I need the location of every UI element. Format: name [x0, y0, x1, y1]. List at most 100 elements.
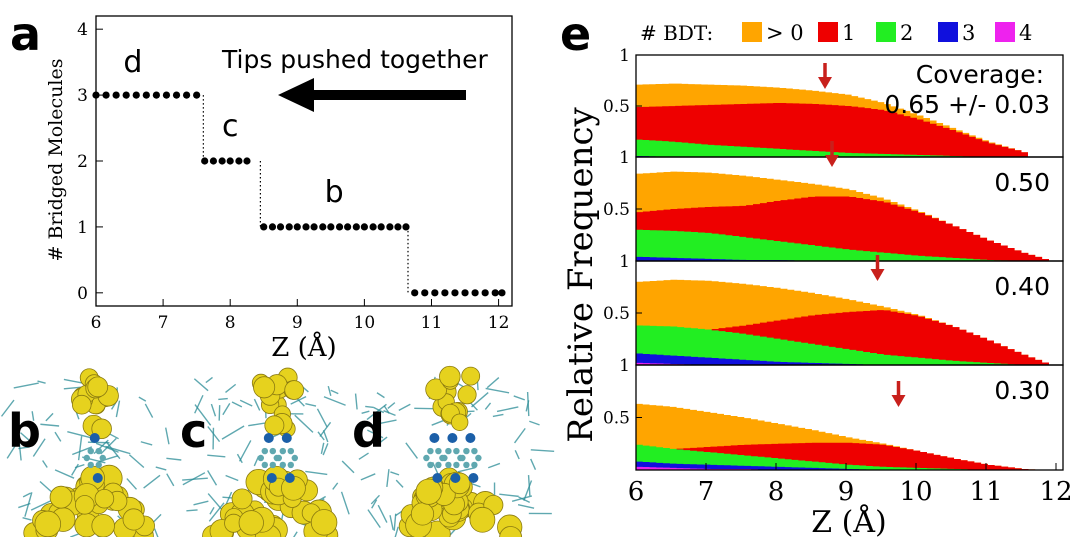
ligand-stick — [390, 472, 399, 475]
ligand-stick — [206, 377, 213, 382]
x-tick-label: 8 — [768, 477, 785, 507]
gold-atom — [451, 414, 468, 431]
data-point — [302, 223, 309, 230]
gold-atom — [75, 495, 94, 514]
panel-letter-e: e — [560, 7, 591, 61]
data-point — [394, 223, 401, 230]
data-point — [163, 91, 170, 98]
ligand-stick — [139, 397, 146, 401]
sulfur-atom — [465, 433, 475, 443]
legend-title: # BDT: — [640, 21, 713, 45]
ligand-stick — [486, 388, 509, 392]
gold-atom — [232, 489, 252, 509]
ligand-stick — [166, 458, 181, 460]
ligand-stick — [55, 432, 61, 441]
data-point — [441, 289, 448, 296]
sulfur-atom — [90, 433, 100, 443]
ligand-stick — [361, 474, 375, 480]
x-tick-label: 10 — [899, 477, 932, 507]
ligand-stick — [342, 492, 350, 514]
tips-pushed-annotation: Tips pushed together — [221, 45, 488, 74]
ligand-stick — [531, 450, 554, 451]
ligand-stick — [46, 413, 53, 420]
ligand-stick — [384, 411, 396, 416]
data-point — [451, 289, 458, 296]
ligand-stick — [342, 461, 354, 473]
x-tick-label: 10 — [354, 313, 376, 333]
gold-atom — [411, 503, 433, 525]
ligand-stick — [531, 459, 536, 470]
carbon-atom — [100, 455, 106, 461]
carbon-atom — [423, 455, 429, 461]
data-point — [378, 223, 385, 230]
data-point — [113, 91, 120, 98]
x-tick-label: 7 — [698, 477, 715, 507]
ligand-stick — [14, 383, 39, 388]
push-arrow-icon — [278, 78, 466, 112]
carbon-atom — [435, 448, 441, 454]
molecule-render-d — [359, 366, 554, 537]
step-label-d: d — [123, 45, 142, 80]
carbon-atom — [288, 462, 294, 468]
ligand-stick — [488, 463, 500, 467]
data-point — [461, 289, 468, 296]
ligand-stick — [317, 409, 327, 427]
sulfur-atom — [450, 473, 460, 483]
peak-arrow-icon — [818, 63, 832, 89]
data-point — [227, 157, 234, 164]
ligand-stick — [88, 442, 110, 443]
ligand-stick — [194, 501, 209, 505]
ligand-stick — [512, 496, 532, 501]
data-point — [386, 223, 393, 230]
y-tick-label: 0.5 — [603, 200, 630, 220]
gold-atom — [123, 509, 144, 530]
ligand-stick — [396, 480, 403, 487]
data-point — [260, 223, 267, 230]
data-point — [173, 91, 180, 98]
panel-letter-d: d — [352, 404, 385, 458]
carbon-atom — [84, 455, 90, 461]
data-point — [411, 289, 418, 296]
data-point — [344, 223, 351, 230]
ligand-stick — [223, 403, 230, 414]
y-tick-label: 1 — [619, 252, 630, 272]
legend-label: 4 — [1019, 21, 1032, 45]
x-tick-label: 6 — [628, 477, 645, 507]
x-tick-label: 11 — [421, 313, 443, 333]
data-point — [102, 91, 109, 98]
ligand-stick — [378, 505, 387, 522]
ligand-stick — [222, 426, 244, 439]
y-tick-label: 1 — [619, 148, 630, 168]
carbon-atom — [292, 455, 298, 461]
carbon-atom — [441, 455, 447, 461]
data-point — [153, 91, 160, 98]
sulfur-atom — [429, 433, 439, 443]
ligand-stick — [321, 443, 323, 454]
sulfur-atom — [93, 473, 103, 483]
step-label-b: b — [325, 175, 344, 210]
ligand-stick — [399, 404, 410, 410]
ligand-stick — [458, 468, 475, 472]
data-point — [269, 223, 276, 230]
y-tick-label: 0.5 — [603, 409, 630, 429]
panel-a-ylabel: # Bridged Molecules — [45, 58, 67, 261]
data-point — [370, 223, 377, 230]
y-tick-label: 1 — [77, 218, 88, 238]
ligand-stick — [493, 414, 504, 416]
sulfur-atom — [432, 473, 442, 483]
data-point — [183, 91, 190, 98]
step-label-c: c — [222, 109, 239, 144]
ligand-stick — [529, 421, 539, 425]
ligand-stick — [55, 470, 74, 478]
ligand-stick — [186, 510, 197, 511]
ligand-stick — [240, 400, 252, 406]
gold-atom — [253, 377, 274, 398]
data-point — [143, 91, 150, 98]
data-point — [92, 91, 99, 98]
ligand-stick — [254, 399, 259, 410]
data-point — [361, 223, 368, 230]
gold-atom — [239, 511, 263, 535]
carbon-atom — [427, 462, 433, 468]
ligand-stick — [37, 381, 45, 383]
